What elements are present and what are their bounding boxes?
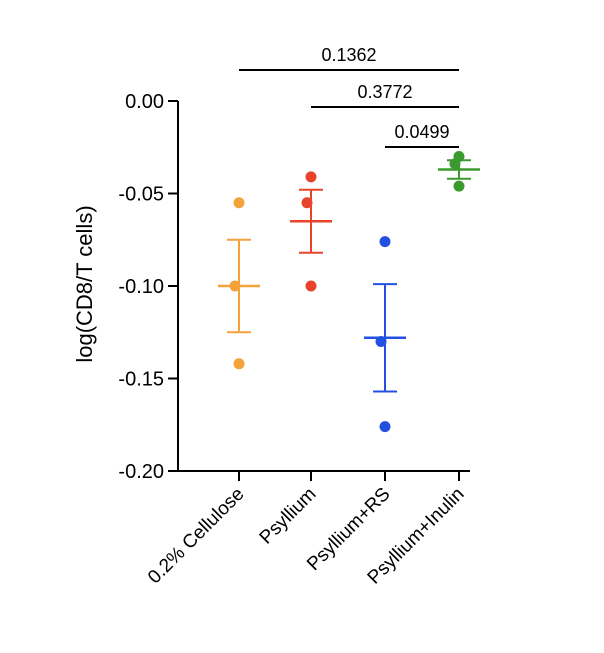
data-point xyxy=(449,158,461,170)
data-point xyxy=(233,197,245,209)
data-point xyxy=(305,171,317,183)
data-point xyxy=(233,358,245,370)
group-0-2-cellulose xyxy=(218,197,260,370)
x-axis-labels: 0.2% Cellulose PsylliumPsyllium+RSPsylliu… xyxy=(144,471,469,589)
data-point xyxy=(379,421,391,433)
group-psyllium xyxy=(290,171,332,292)
p-value-label: 0.0499 xyxy=(394,122,449,142)
data-point xyxy=(301,197,313,209)
x-category-label: Psyllium xyxy=(256,484,321,549)
y-tick-label: 0.00 xyxy=(125,91,164,113)
group-psyllium-rs xyxy=(364,236,406,433)
y-axis-label: log(CD8/T cells) xyxy=(72,205,97,362)
y-axis: 0.00 -0.05 -0.10 -0.15 -0.20 xyxy=(118,91,470,483)
p-value-label: 0.1362 xyxy=(321,45,376,65)
data-point xyxy=(229,280,241,292)
significance-brackets: 0.1362 0.3772 0.0499 xyxy=(239,45,459,148)
data-groups xyxy=(218,151,480,433)
y-tick-label: -0.15 xyxy=(118,369,164,391)
group-psyllium-inulin xyxy=(438,151,480,192)
p-value-label: 0.3772 xyxy=(357,82,412,102)
data-point xyxy=(453,180,465,192)
data-point xyxy=(375,336,387,347)
x-category-label: 0.2% Cellulose xyxy=(144,484,248,588)
data-point xyxy=(305,280,317,292)
data-point xyxy=(379,236,391,248)
y-tick-label: -0.10 xyxy=(118,276,164,298)
y-tick-label: -0.05 xyxy=(118,184,164,206)
y-tick-label: -0.20 xyxy=(118,461,164,483)
